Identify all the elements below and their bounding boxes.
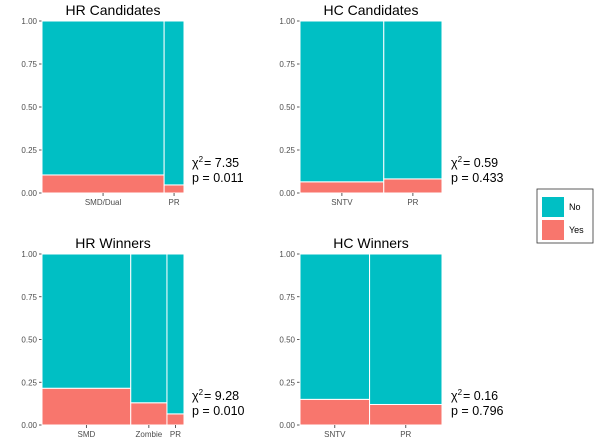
tile-yes-pr bbox=[163, 184, 185, 194]
x-tick-label: SNTV bbox=[331, 198, 353, 207]
x-tick-label: PR bbox=[400, 430, 411, 439]
y-tick-label: 0.50 bbox=[279, 336, 295, 345]
y-tick-label: 0.75 bbox=[279, 293, 295, 302]
chi-symbol: χ bbox=[192, 389, 199, 403]
y-tick-label: 0.75 bbox=[279, 60, 295, 69]
y-tick-label: 0.75 bbox=[21, 60, 37, 69]
x-tick-label: PR bbox=[168, 198, 179, 207]
legend: No Yes bbox=[536, 188, 594, 244]
p-value: p = 0.010 bbox=[192, 404, 245, 418]
y-tick-label: 1.00 bbox=[279, 250, 295, 259]
y-tick-label: 1.00 bbox=[21, 17, 37, 26]
chi-superscript: 2 bbox=[458, 388, 463, 397]
tile-yes-sntv bbox=[299, 181, 385, 194]
chi-value: = 7.35 bbox=[204, 156, 239, 170]
p-value: p = 0.433 bbox=[451, 171, 504, 185]
legend-label-no: No bbox=[569, 202, 581, 212]
tile-no-pr bbox=[369, 253, 443, 405]
chi-superscript: 2 bbox=[458, 155, 463, 164]
legend-swatch-no bbox=[542, 197, 564, 217]
y-tick-label: 0.00 bbox=[21, 421, 37, 430]
legend-swatch-yes bbox=[542, 220, 564, 240]
y-tick-label: 0.25 bbox=[279, 146, 295, 155]
y-tick-label: 0.50 bbox=[21, 103, 37, 112]
tile-yes-pr bbox=[383, 178, 443, 194]
panel-title: HR Winners bbox=[75, 235, 150, 251]
panel-title: HC Winners bbox=[333, 235, 408, 251]
y-tick-label: 0.25 bbox=[21, 146, 37, 155]
tile-no-pr bbox=[163, 20, 185, 186]
y-tick-label: 0.75 bbox=[21, 293, 37, 302]
x-tick-label: PR bbox=[170, 430, 181, 439]
x-tick-label: SMD bbox=[77, 430, 95, 439]
x-tick-label: SNTV bbox=[324, 430, 346, 439]
panel-1: HR Candidates 0.00 0.25 0.50 0.75 1.00 SMD/Dua… bbox=[21, 2, 243, 207]
chi-value: = 0.59 bbox=[463, 156, 498, 170]
panel-4: HC Winners 0.00 0.25 0.50 0.75 1.00 SNTV PR χ2= … bbox=[279, 235, 503, 439]
tile-no-smd bbox=[41, 253, 132, 389]
tile-yes-pr bbox=[166, 413, 185, 426]
x-tick-label: PR bbox=[407, 198, 418, 207]
chi-symbol: χ bbox=[451, 389, 458, 403]
tile-no-pr bbox=[383, 20, 443, 180]
chi-square-stat: χ2= 9.28 bbox=[192, 388, 239, 403]
x-tick-label: Zombie bbox=[136, 430, 163, 439]
chi-value: = 0.16 bbox=[463, 389, 498, 403]
y-tick-label: 0.50 bbox=[279, 103, 295, 112]
tile-no-sntv bbox=[299, 253, 371, 400]
panel-3: HR Winners 0.00 0.25 0.50 0.75 1.00 SMD Zombie P… bbox=[21, 235, 244, 439]
panel-title: HC Candidates bbox=[324, 2, 419, 18]
tile-yes-zombie bbox=[130, 402, 168, 426]
tile-yes-smd bbox=[41, 387, 132, 426]
x-tick-label: SMD/Dual bbox=[85, 198, 122, 207]
y-tick-label: 0.50 bbox=[21, 336, 37, 345]
chi-symbol: χ bbox=[451, 156, 458, 170]
tile-yes-smd-dual bbox=[41, 174, 165, 194]
chi-symbol: χ bbox=[192, 156, 199, 170]
y-tick-label: 1.00 bbox=[21, 250, 37, 259]
chi-square-stat: χ2= 7.35 bbox=[192, 155, 239, 170]
y-tick-label: 0.00 bbox=[279, 421, 295, 430]
panel-title: HR Candidates bbox=[66, 2, 161, 18]
tile-no-sntv bbox=[299, 20, 385, 183]
tile-no-smd-dual bbox=[41, 20, 165, 176]
tile-yes-pr bbox=[369, 403, 443, 426]
tile-no-pr bbox=[166, 253, 185, 415]
y-tick-label: 0.25 bbox=[279, 378, 295, 387]
p-value: p = 0.796 bbox=[451, 404, 504, 418]
tile-yes-sntv bbox=[299, 398, 371, 426]
p-value: p = 0.011 bbox=[192, 171, 244, 185]
chi-square-stat: χ2= 0.16 bbox=[451, 388, 498, 403]
chi-superscript: 2 bbox=[199, 388, 204, 397]
y-tick-label: 0.25 bbox=[21, 378, 37, 387]
chi-square-stat: χ2= 0.59 bbox=[451, 155, 498, 170]
y-tick-label: 1.00 bbox=[279, 17, 295, 26]
legend-label-yes: Yes bbox=[569, 225, 584, 235]
panel-2: HC Candidates 0.00 0.25 0.50 0.75 1.00 SNTV PR χ… bbox=[279, 2, 503, 207]
tile-no-zombie bbox=[130, 253, 168, 404]
y-tick-label: 0.00 bbox=[279, 189, 295, 198]
chi-value: = 9.28 bbox=[204, 389, 239, 403]
chi-superscript: 2 bbox=[199, 155, 204, 164]
y-tick-label: 0.00 bbox=[21, 189, 37, 198]
